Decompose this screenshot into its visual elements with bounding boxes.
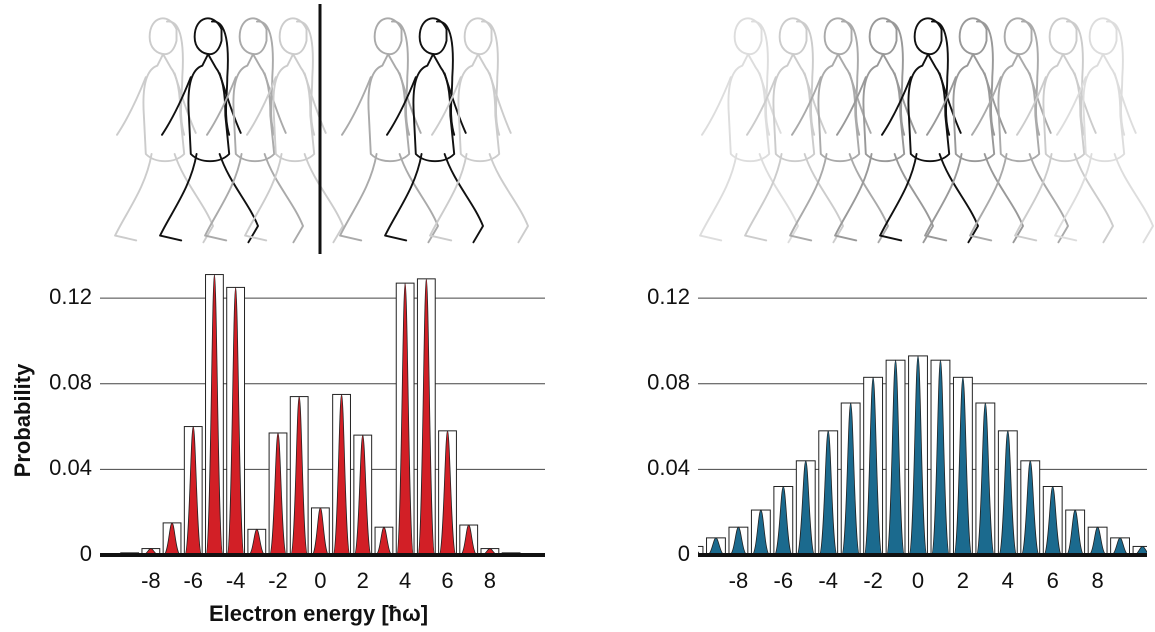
x-axis-label: Electron energy [ħω] [209,601,428,626]
y-tick-label: 0.04 [647,455,690,480]
peak [751,509,771,556]
plot [100,274,542,556]
peak [953,376,973,556]
x-tick-label: -2 [268,568,288,593]
peak [290,396,309,556]
illustration-right [699,17,1154,244]
peak [353,434,372,556]
x-tick-label: -8 [729,568,749,593]
x-tick-label: 0 [314,568,326,593]
peak [998,430,1018,556]
peak [818,430,838,556]
y-tick-label: 0 [80,541,92,566]
x-tick-label: 2 [957,568,969,593]
x-tick-label: 2 [357,568,369,593]
peak [396,282,415,556]
y-tick-label: 0.12 [49,284,92,309]
peak [908,355,928,556]
peak [729,526,748,556]
x-tick-label: 8 [484,568,496,593]
x-tick-label: 0 [912,568,924,593]
peak [226,287,245,556]
peak [269,432,287,556]
y-axis-label: Probability [10,363,35,477]
peak [332,394,351,556]
peak [459,524,478,556]
x-tick-label: -6 [774,568,794,593]
peak [1133,546,1147,556]
y-tick-label: 0.08 [647,370,690,395]
x-tick-label: -2 [863,568,883,593]
peak [1043,486,1063,556]
y-tick-label: 0.08 [49,370,92,395]
peak [1065,509,1085,556]
peak [796,460,816,556]
peak [841,402,861,556]
peak [311,507,330,556]
plot [698,355,1147,556]
x-tick-label: 6 [441,568,453,593]
peak [184,426,203,556]
x-tick-label: -8 [141,568,161,593]
x-tick-label: -6 [183,568,203,593]
peak [1088,526,1107,556]
x-tick-label: -4 [818,568,838,593]
peak [886,359,905,556]
peak [205,274,224,556]
x-tick-label: 6 [1047,568,1059,593]
peak [863,376,883,556]
illustration-left [114,4,529,254]
x-tick-label: 8 [1091,568,1103,593]
peak [931,359,950,556]
bar-outline [698,545,704,556]
peak [438,430,457,556]
y-tick-label: 0.12 [647,284,690,309]
peak [375,526,393,556]
peak [975,402,995,556]
peak [163,522,181,556]
y-tick-label: 0 [678,541,690,566]
x-tick-label: -4 [226,568,246,593]
y-tick-label: 0.04 [49,455,92,480]
peak [417,278,436,556]
x-tick-label: 4 [1002,568,1014,593]
peak [248,528,266,556]
x-tick-label: 4 [399,568,411,593]
walker-ghost [429,17,529,244]
peak [773,486,793,556]
peak [1020,460,1040,556]
